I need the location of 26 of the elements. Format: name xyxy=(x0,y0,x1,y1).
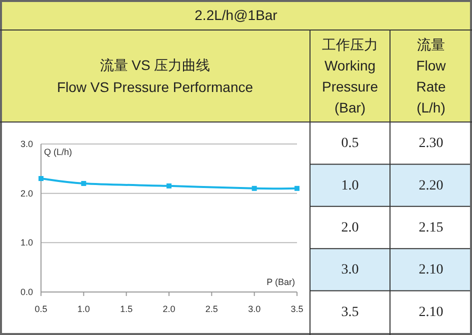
chart-subtitle: 流量 VS 压力曲线 Flow VS Pressure Performance xyxy=(56,57,254,95)
x-tick-label: 3.5 xyxy=(290,304,304,314)
x-tick-label: 1.0 xyxy=(77,304,90,314)
y-tick-label: 0.0 xyxy=(20,287,33,297)
y-axis-title: Q (L/h) xyxy=(44,147,72,157)
text: 2.20 xyxy=(418,178,444,193)
x-tick-label: 2.0 xyxy=(162,304,176,314)
x-axis-title: P (Bar) xyxy=(266,277,295,287)
y-tick-label: 3.0 xyxy=(20,139,33,149)
text: 2.10 xyxy=(418,262,444,278)
x-tick-label: 1.5 xyxy=(120,304,133,314)
x-tick-label: 3.0 xyxy=(248,304,261,314)
text: 流量 Flow Rate (L/h) xyxy=(416,36,447,116)
x-tick-label: 0.5 xyxy=(34,304,48,314)
text: 2.15 xyxy=(418,220,444,235)
y-tick-label: 1.0 xyxy=(20,238,33,248)
text: 0.5 xyxy=(341,136,359,151)
text: 工作压力 Working Pressure (Bar) xyxy=(322,36,378,116)
text: 1.0 xyxy=(341,178,359,193)
text: 2.30 xyxy=(418,136,444,151)
text: 2.0 xyxy=(341,220,359,235)
text: 3.0 xyxy=(341,262,359,278)
chart-title: 2.2L/h@1Bar xyxy=(194,7,278,23)
y-tick-label: 2.0 xyxy=(20,188,33,198)
text: 2.10 xyxy=(418,304,444,320)
x-tick-label: 2.5 xyxy=(205,304,218,314)
